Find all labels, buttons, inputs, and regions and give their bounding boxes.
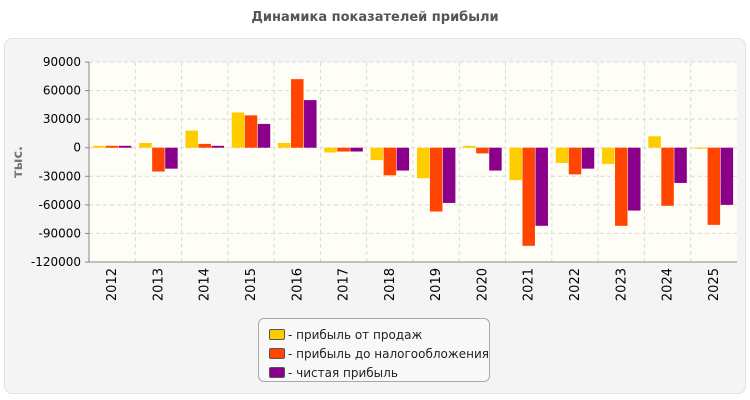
x-tick-label-2014: 2014 [198,268,213,301]
bar-net-2015 [257,123,271,148]
legend-label-net: - чистая прибыль [288,365,398,380]
y-axis-label: тыс. [11,146,26,178]
x-tick-label-2020: 2020 [475,268,490,301]
bar-sales-2014 [185,130,198,148]
y-tick-label-1: 60000 [43,84,81,98]
bar-net-2012 [118,145,132,148]
bar-pretax-2012 [105,145,119,148]
legend-label-pretax: - прибыль до налогообложения [288,346,489,361]
y-tick-label-7: -120000 [31,255,81,269]
y-tick-label-6: -90000 [38,226,81,240]
legend: - прибыль от продаж - прибыль до налогоо… [258,318,490,382]
bar-net-2024 [674,147,687,183]
legend-item-pretax: - прибыль до налогообложения [269,344,489,363]
chart-title: Динамика показателей прибыли [251,10,499,25]
bar-pretax-2025 [707,147,721,225]
bar-pretax-2017 [337,147,350,152]
y-tick-label-2: 30000 [43,112,81,126]
bar-net-2025 [720,147,734,205]
x-tick-label-2022: 2022 [568,268,583,301]
bar-net-2022 [581,147,595,169]
bar-pretax-2016 [291,79,304,148]
bar-pretax-2019 [429,147,443,212]
bar-pretax-2013 [152,147,165,172]
bar-pretax-2020 [476,147,489,154]
bar-net-2013 [165,147,178,169]
bar-net-2021 [535,147,548,226]
bar-net-2019 [442,147,456,203]
x-tick-label-2025: 2025 [707,268,722,301]
legend-label-sales: - прибыль от продаж [288,327,423,342]
bar-sales-2013 [139,142,152,148]
bar-sales-2021 [509,147,522,181]
x-tick-label-2017: 2017 [337,268,352,301]
legend-swatch-sales [269,329,285,340]
bar-pretax-2018 [383,147,397,176]
bar-net-2017 [350,147,363,152]
bar-sales-2019 [416,147,430,179]
bar-net-2020 [489,147,502,171]
bar-net-2016 [304,100,317,148]
bar-sales-2017 [324,147,337,153]
bar-sales-2024 [648,136,661,148]
bar-sales-2015 [231,112,245,148]
y-tick-label-3: 0 [73,141,81,155]
bar-sales-2023 [602,147,615,164]
legend-swatch-pretax [269,348,285,359]
bar-pretax-2024 [661,147,674,206]
bar-net-2023 [628,147,641,211]
x-tick-label-2012: 2012 [105,268,120,301]
y-tick-label-0: 90000 [43,55,81,69]
x-tick-label-2013: 2013 [151,268,166,301]
legend-item-net: - чистая прибыль [269,363,489,382]
y-tick-label-5: -60000 [38,198,81,212]
x-tick-label-2018: 2018 [383,268,398,301]
legend-item-sales: - прибыль от продаж [269,325,489,344]
bar-sales-2018 [370,147,384,161]
bar-sales-2020 [463,145,476,148]
x-tick-label-2024: 2024 [661,268,676,301]
bar-sales-2012 [92,145,106,148]
bar-pretax-2014 [198,143,211,148]
y-tick-label-4: -30000 [38,169,81,183]
legend-swatch-net [269,367,285,378]
x-tick-label-2023: 2023 [614,268,629,301]
x-tick-label-2016: 2016 [290,268,305,301]
bar-pretax-2021 [522,147,535,246]
bar-net-2014 [211,145,224,148]
bar-net-2018 [396,147,410,171]
bar-pretax-2015 [244,115,258,148]
x-tick-label-2019: 2019 [429,268,444,301]
bar-pretax-2022 [568,147,582,175]
x-tick-label-2015: 2015 [244,268,259,301]
x-tick-label-2021: 2021 [522,268,537,301]
bar-sales-2025 [694,147,708,149]
bar-sales-2022 [555,147,569,163]
bar-pretax-2023 [615,147,628,226]
bar-sales-2016 [278,142,291,148]
